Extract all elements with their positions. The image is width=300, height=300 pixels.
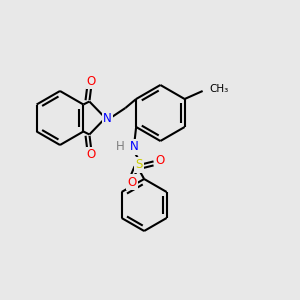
Text: N: N [103, 112, 112, 124]
Text: CH₃: CH₃ [210, 84, 229, 94]
Text: S: S [135, 158, 143, 172]
Text: O: O [128, 176, 137, 188]
Text: O: O [155, 154, 165, 167]
Text: O: O [87, 148, 96, 161]
Text: O: O [87, 75, 96, 88]
Text: H: H [116, 140, 124, 154]
Text: N: N [130, 140, 139, 154]
